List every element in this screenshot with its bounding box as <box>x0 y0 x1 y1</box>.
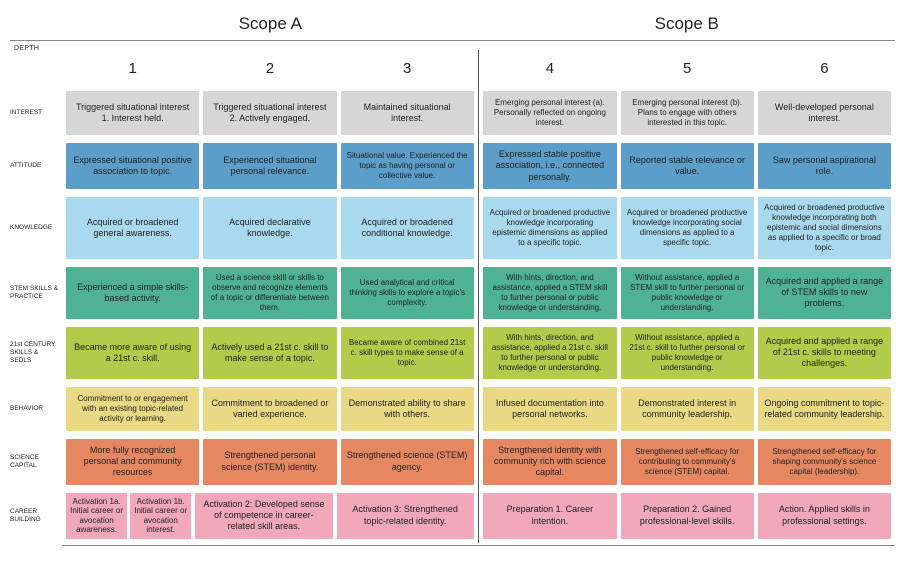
matrix-cell: Strengthened science (STEM) agency. <box>341 439 474 485</box>
row-label: ATTITUDE <box>10 139 62 193</box>
matrix-row: ATTITUDEExpressed situational positive a… <box>10 139 895 193</box>
matrix-cell: Activation 2: Developed sense of compete… <box>195 493 332 539</box>
matrix-row: STEM SKILLS & PRACTICEExperienced a simp… <box>10 263 895 323</box>
column-number: 6 <box>758 54 891 83</box>
matrix-cell: Acquired and applied a range of 21st c. … <box>758 327 891 379</box>
column-number: 5 <box>621 54 754 83</box>
matrix-cell: Preparation 1. Career intention. <box>483 493 616 539</box>
matrix-cell: Activation 1b. Initial career or avocati… <box>130 493 191 539</box>
matrix-cell: Commitment to or engagement with an exis… <box>66 387 199 431</box>
matrix-cell: Became more aware of using a 21st c. ski… <box>66 327 199 379</box>
column-number: 3 <box>341 54 474 83</box>
matrix-cell: Acquired or broadened conditional knowle… <box>341 197 474 259</box>
matrix-cell: Expressed situational positive associati… <box>66 143 199 189</box>
matrix-cell: Reported stable relevance or value. <box>621 143 754 189</box>
matrix-row: KNOWLEDGEAcquired or broadened general a… <box>10 193 895 263</box>
row-label: CAREER BUILDING <box>10 489 62 543</box>
matrix-row: CAREER BUILDINGActivation 1a. Initial ca… <box>10 489 895 543</box>
matrix-cell: Activation 1a. Initial career or avocati… <box>66 493 127 539</box>
matrix-cell: Acquired or broadened general awareness. <box>66 197 199 259</box>
row-label: 21st CENTURY SKILLS & SEDLS <box>10 323 62 383</box>
matrix-cell: Strengthened self-efficacy for shaping c… <box>758 439 891 485</box>
matrix-cell: Without assistance, applied a 21st c. sk… <box>621 327 754 379</box>
row-label: STEM SKILLS & PRACTICE <box>10 263 62 323</box>
matrix-cell: With hints, direction, and assistance, a… <box>483 327 616 379</box>
matrix-cell: Saw personal aspirational role. <box>758 143 891 189</box>
matrix-cell: Triggered situational interest 1. Intere… <box>66 91 199 135</box>
matrix-cell: More fully recognized personal and commu… <box>66 439 199 485</box>
matrix-cell: Activation 3: Strengthened topic-related… <box>337 493 474 539</box>
matrix-cell: Action. Applied skills in professional s… <box>758 493 891 539</box>
matrix-cell: Emerging personal interest (a). Personal… <box>483 91 616 135</box>
matrix-cell: Actively used a 21st c. skill to make se… <box>203 327 336 379</box>
matrix-cell: Acquired or broadened productive knowled… <box>483 197 616 259</box>
matrix-cell: Infused documentation into personal netw… <box>483 387 616 431</box>
row-label: SCIENCE CAPITAL <box>10 435 62 489</box>
matrix-cell: Strengthened self-efficacy for contribut… <box>621 439 754 485</box>
matrix-row: 21st CENTURY SKILLS & SEDLSBecame more a… <box>10 323 895 383</box>
matrix-cell: Preparation 2. Gained professional-level… <box>621 493 754 539</box>
matrix-cell: Acquired declarative knowledge. <box>203 197 336 259</box>
column-number: 2 <box>203 54 336 83</box>
matrix-cell: Expressed stable positive association, i… <box>483 143 616 189</box>
matrix-cell: Commitment to broadened or varied experi… <box>203 387 336 431</box>
matrix-cell: Acquired or broadened productive knowled… <box>758 197 891 259</box>
matrix-cell: Maintained situational interest. <box>341 91 474 135</box>
matrix-cell: Without assistance, applied a STEM skill… <box>621 267 754 319</box>
matrix-cell: Experienced situational personal relevan… <box>203 143 336 189</box>
matrix-cell: Well-developed personal interest. <box>758 91 891 135</box>
matrix-cell: Demonstrated interest in community leade… <box>621 387 754 431</box>
matrix-cell: Used analytical and critical thinking sk… <box>341 267 474 319</box>
matrix-cell: Ongoing commitment to topic-related comm… <box>758 387 891 431</box>
row-label: BEHAVIOR <box>10 383 62 435</box>
column-number-row: 123 456 <box>10 50 895 87</box>
row-label: INTEREST <box>10 87 62 139</box>
matrix-cell: Demonstrated ability to share with other… <box>341 387 474 431</box>
matrix-row: BEHAVIORCommitment to or engagement with… <box>10 383 895 435</box>
matrix-row: SCIENCE CAPITALMore fully recognized per… <box>10 435 895 489</box>
scope-a-label: Scope A <box>62 10 479 38</box>
matrix-cell: Experienced a simple skills-based activi… <box>66 267 199 319</box>
matrix-cell: Emerging personal interest (b). Plans to… <box>621 91 754 135</box>
matrix-cell: With hints, direction, and assistance, a… <box>483 267 616 319</box>
matrix-cell: Triggered situational interest 2. Active… <box>203 91 336 135</box>
column-number: 4 <box>483 54 616 83</box>
row-label: KNOWLEDGE <box>10 193 62 263</box>
scope-b-label: Scope B <box>479 10 896 38</box>
matrix-wrap: Scope A Scope B DEPTH 123 456 INTERESTTr… <box>10 10 895 546</box>
matrix-cell: Strengthened personal science (STEM) ide… <box>203 439 336 485</box>
matrix-cell: Acquired and applied a range of STEM ski… <box>758 267 891 319</box>
scope-row: Scope A Scope B <box>10 10 895 41</box>
matrix-cell: Situational value. Experienced the topic… <box>341 143 474 189</box>
matrix-row: INTERESTTriggered situational interest 1… <box>10 87 895 139</box>
column-number: 1 <box>66 54 199 83</box>
matrix-cell: Became aware of combined 21st c. skill t… <box>341 327 474 379</box>
matrix-cell: Used a science skill or skills to observ… <box>203 267 336 319</box>
matrix-cell: Strengthened identity with community ric… <box>483 439 616 485</box>
matrix-cell: Acquired or broadened productive knowled… <box>621 197 754 259</box>
